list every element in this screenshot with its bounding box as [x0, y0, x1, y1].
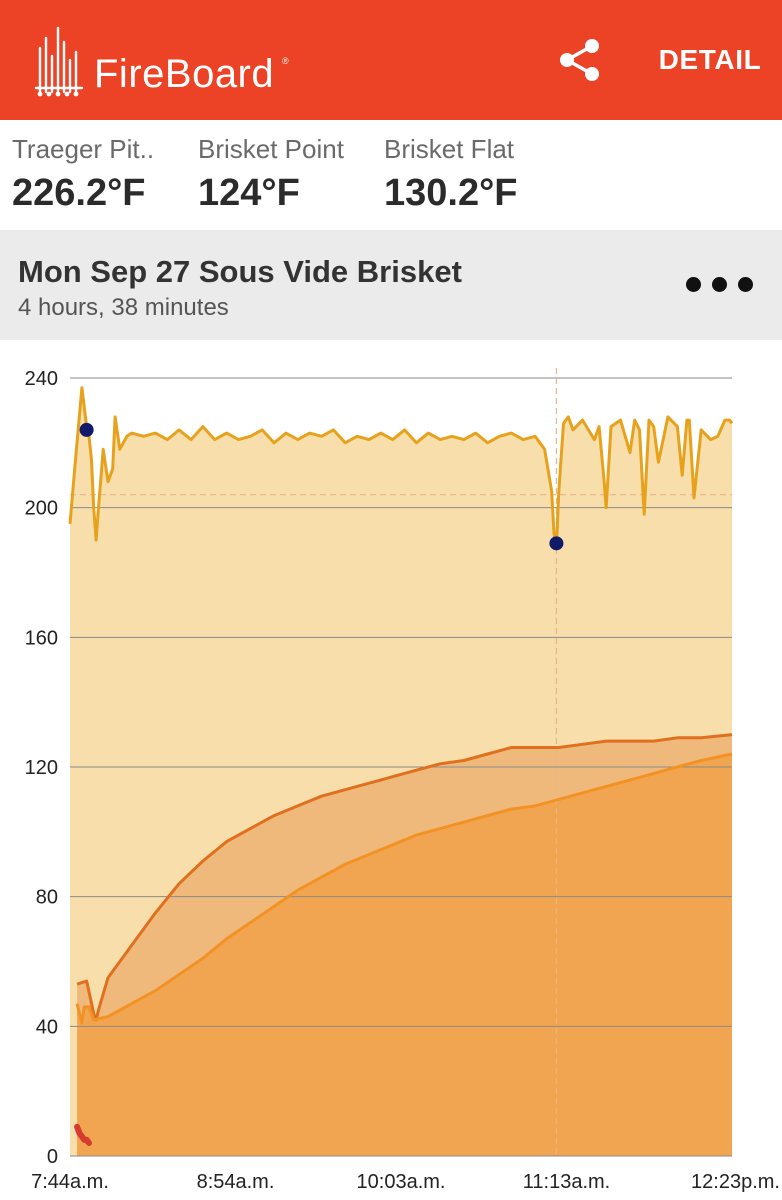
y-tick-label: 80 — [36, 887, 58, 909]
probe-name: Brisket Point — [198, 134, 344, 164]
y-tick-label: 0 — [47, 1146, 58, 1168]
probe-brisket-flat[interactable]: Brisket Flat 130.2°F — [384, 134, 518, 216]
x-tick-label: 12:23p.m. — [691, 1171, 780, 1193]
y-tick-label: 200 — [25, 498, 58, 520]
session-duration: 4 hours, 38 minutes — [18, 294, 229, 321]
brisket-flat-line — [76, 733, 733, 1022]
dot — [712, 277, 727, 292]
session-title: Mon Sep 27 Sous Vide Brisket — [18, 254, 462, 289]
ambient-line — [74, 1123, 92, 1146]
y-tick-label: 120 — [25, 757, 58, 779]
more-dots-icon[interactable] — [678, 266, 762, 302]
share-icon[interactable] — [556, 36, 604, 84]
temperature-chart-svg[interactable]: 0 40 80 120 160 200 240 7:44a.m. 8:54a.m. 10:03a.… — [0, 340, 782, 1200]
x-tick-label: 11:13a.m. — [523, 1171, 610, 1193]
x-tick-label: 10:03a.m. — [357, 1171, 446, 1193]
y-tick-label: 160 — [25, 627, 58, 649]
probe-readings: Traeger Pit.. 226.2°F Brisket Point 124°… — [0, 120, 782, 230]
fireboard-logo-icon — [34, 26, 84, 97]
session-header: Mon Sep 27 Sous Vide Brisket 4 hours, 38… — [0, 230, 782, 340]
detail-button[interactable]: DETAIL — [658, 44, 762, 75]
probe-traeger-pit[interactable]: Traeger Pit.. 226.2°F — [12, 134, 154, 216]
probe-name: Brisket Flat — [384, 134, 515, 164]
brisket-point-line — [75, 752, 733, 1025]
pit-marker — [549, 536, 564, 551]
temperature-chart[interactable]: 0 40 80 120 160 200 240 7:44a.m. 8:54a.m. 10:03a.… — [0, 340, 782, 1200]
dot — [738, 277, 753, 292]
x-tick-label: 7:44a.m. — [31, 1171, 109, 1193]
probe-brisket-point[interactable]: Brisket Point 124°F — [198, 134, 344, 216]
dot — [686, 277, 701, 292]
probe-temp: 124°F — [198, 172, 300, 214]
probe-temp: 226.2°F — [12, 172, 146, 214]
probe-temp: 130.2°F — [384, 172, 518, 214]
brand-name: FireBoard — [94, 52, 275, 96]
x-tick-label: 8:54a.m. — [197, 1171, 275, 1193]
probe-name: Traeger Pit.. — [12, 134, 155, 164]
app-bar: FireBoard ® DETAIL — [0, 0, 782, 120]
pit-marker — [79, 422, 94, 437]
y-tick-label: 240 — [25, 368, 58, 390]
pit-line — [68, 386, 734, 549]
y-tick-label: 40 — [36, 1016, 58, 1038]
brand-registered-mark: ® — [282, 56, 289, 66]
brisket-point-area — [77, 754, 733, 1156]
